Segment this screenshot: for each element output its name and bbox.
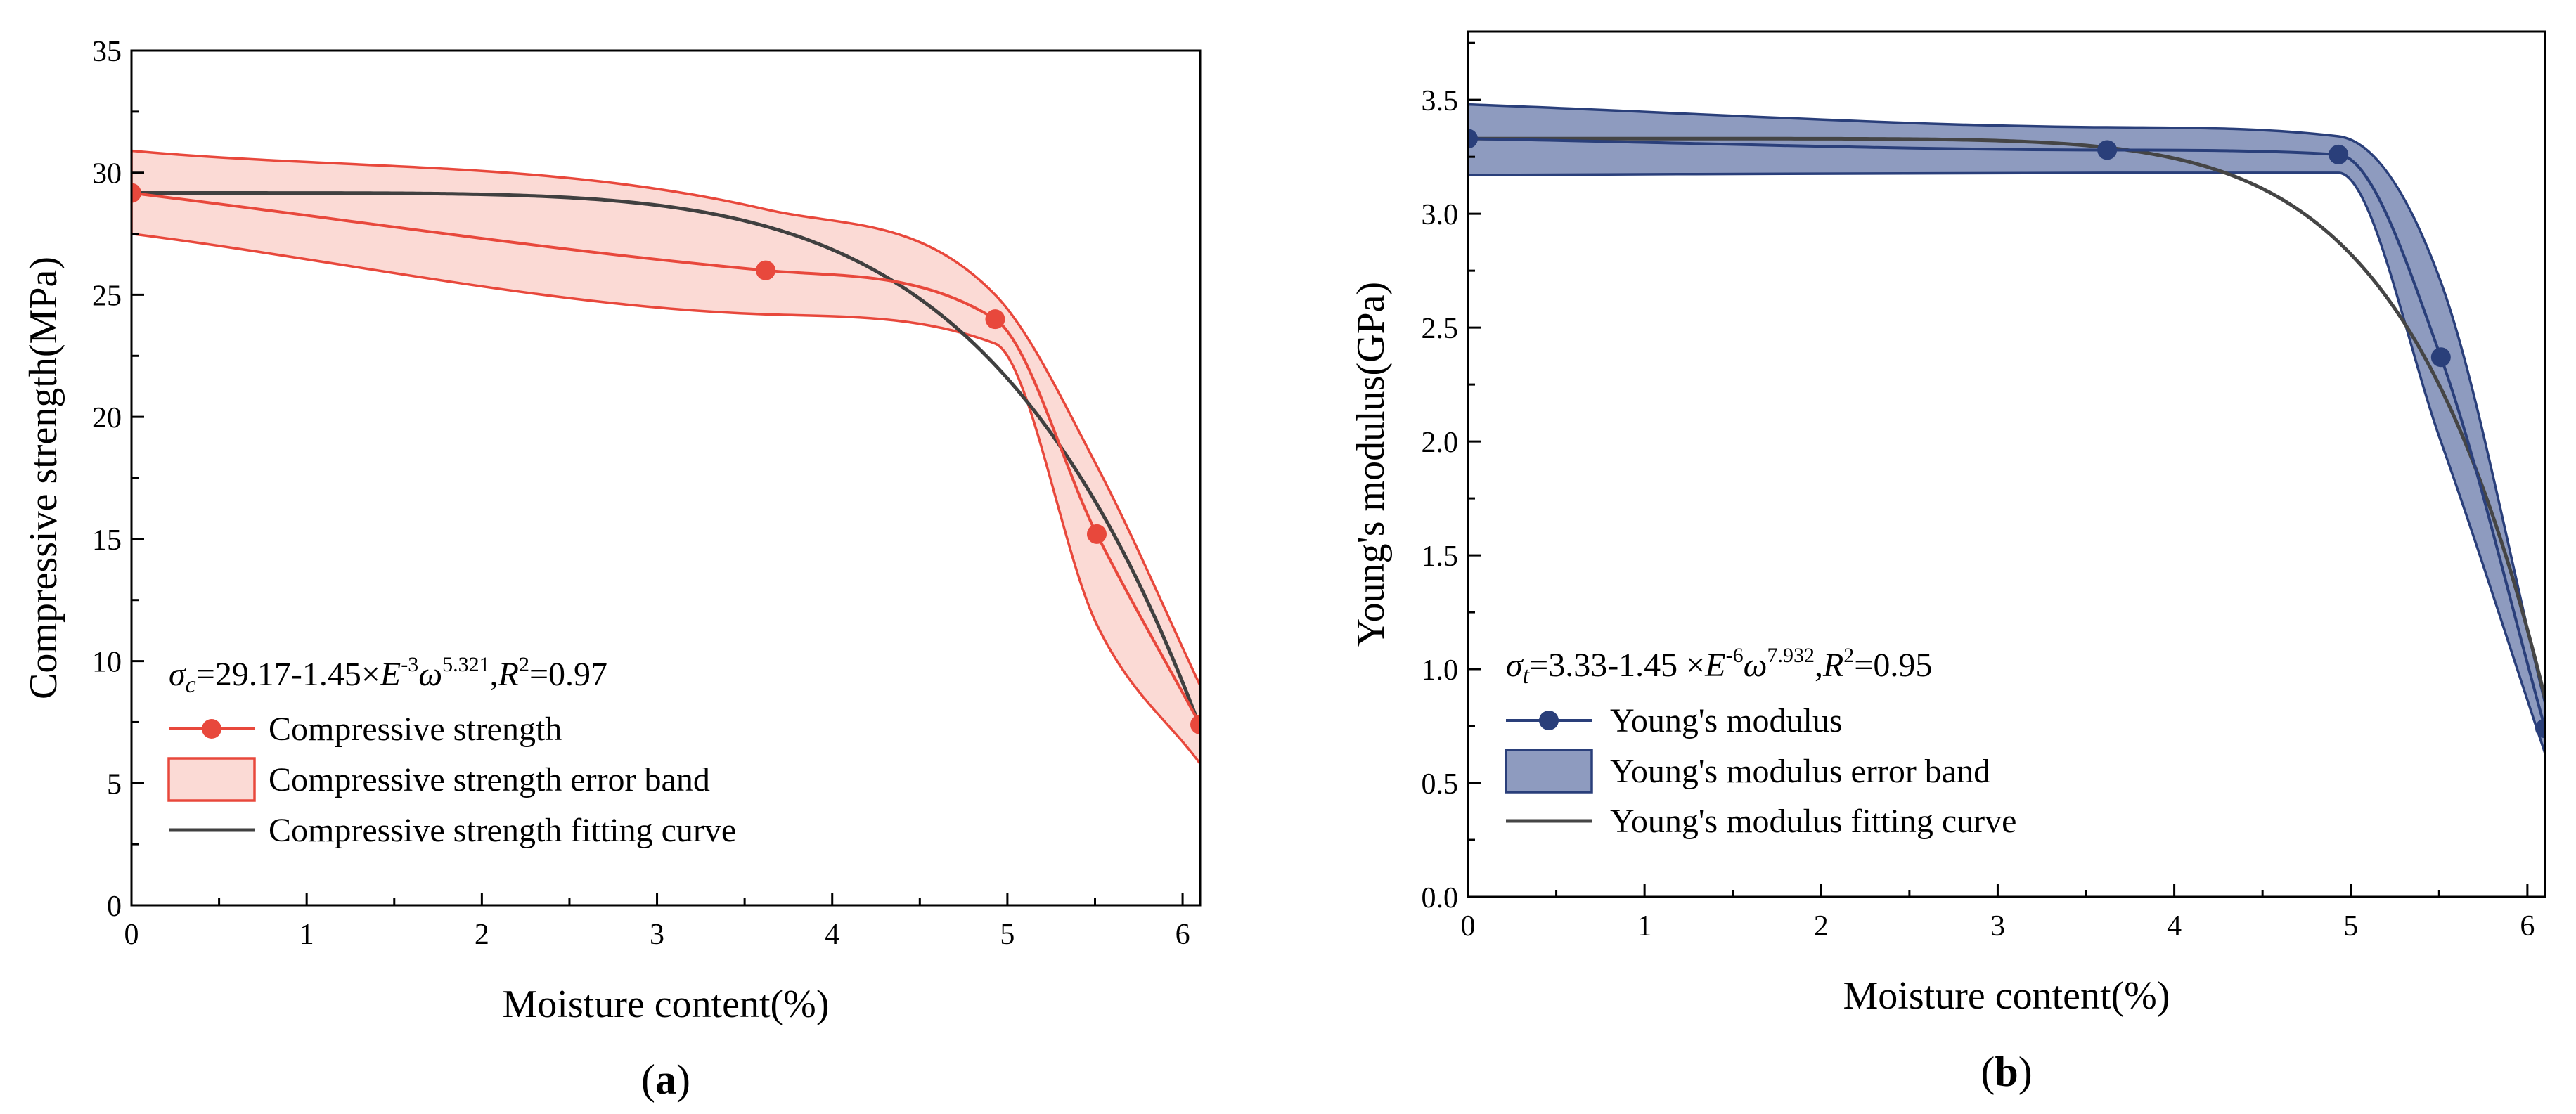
series-line: [1468, 137, 2545, 729]
x-tick-label: 6: [1176, 919, 1190, 951]
y-tick-label: 1.5: [1422, 540, 1459, 573]
data-point: [1190, 714, 1200, 734]
data-point: [131, 183, 141, 203]
y-tick-label: 20: [92, 402, 122, 434]
y-tick-label: 35: [92, 36, 122, 68]
x-axis-title: Moisture content(%): [1843, 974, 2170, 1018]
x-tick-label: 1: [300, 919, 314, 951]
chart-a: 0 1 2 3 4 5 6 0 5 10 15 20 25 30 35 Moisture content(%)…: [22, 36, 1202, 1103]
x-tick-label: 2: [1814, 910, 1829, 943]
axes-frame: [1467, 30, 2546, 898]
x-tick-label: 6: [2520, 910, 2535, 943]
x-axis-title: Moisture content(%): [503, 983, 830, 1026]
legend-band-swatch: [1505, 749, 1593, 794]
data-point: [756, 260, 776, 280]
legend-series-label: Young's modulus: [1610, 702, 1843, 739]
data-point: [2430, 347, 2451, 368]
x-tick-label: 5: [1000, 919, 1015, 951]
y-axis-title: Young's modulus(GPa): [1349, 282, 1393, 647]
y-tick-label: 3.5: [1422, 85, 1459, 117]
data-point: [2535, 718, 2545, 739]
series-line: [131, 191, 1200, 725]
legend: Compressive strength Compressive strength…: [167, 711, 736, 849]
legend-fit-label: Young's modulus fitting curve: [1610, 803, 2016, 840]
y-tick-label: 15: [92, 524, 122, 557]
y-tick-label: 1.0: [1422, 654, 1459, 687]
x-tick-label: 2: [475, 919, 489, 951]
legend: Young's modulus Young's modulus error ban…: [1505, 702, 2016, 840]
y-tick-label: 0: [107, 890, 122, 923]
fit-formula: σt=3.33-1.45 ×E-6ω7.932,R2=0.95: [1506, 644, 1932, 689]
data-point: [1468, 129, 1478, 149]
y-tick-label: 25: [92, 280, 122, 312]
panel-label: (b): [1981, 1049, 2032, 1095]
x-tick-label: 3: [1990, 910, 2005, 943]
legend-band-label: Young's modulus error band: [1610, 753, 1990, 790]
data-point: [985, 309, 1005, 330]
y-tick-label: 2.0: [1422, 427, 1459, 459]
x-tick-label: 3: [650, 919, 664, 951]
y-tick-label: 2.5: [1422, 313, 1459, 345]
y-tick-label: 5: [107, 768, 122, 801]
legend-band-swatch: [167, 757, 256, 802]
fitting-curve: [1468, 136, 2545, 699]
x-tick-label: 0: [124, 919, 139, 951]
legend-series-marker: [202, 719, 221, 739]
x-tick-label: 5: [2343, 910, 2358, 943]
y-tick-label: 0.0: [1422, 882, 1459, 914]
fit-formula: σc=29.17-1.45×E-3ω5.321,R2=0.97: [169, 653, 607, 698]
x-tick-label: 4: [2167, 910, 2182, 943]
x-tick-label: 1: [1637, 910, 1652, 943]
y-tick-label: 30: [92, 158, 122, 190]
legend-band-label: Compressive strength error band: [269, 761, 710, 798]
chart-b: 0 1 2 3 4 5 6 0.0 0.5 1.0 1.5 2.0 2.5 3.0 3.5 Moisture …: [1349, 30, 2546, 1095]
data-point: [1086, 524, 1107, 544]
x-tick-label: 4: [825, 919, 839, 951]
fitting-curve: [131, 191, 1200, 728]
y-tick-label: 3.0: [1422, 199, 1459, 231]
panel-label: (a): [641, 1056, 690, 1103]
x-tick-label: 0: [1461, 910, 1476, 943]
y-axis-title: Compressive strength(MPa): [22, 257, 65, 699]
y-tick-label: 0.5: [1422, 768, 1459, 801]
y-tick-label: 10: [92, 647, 122, 679]
legend-series-marker: [1539, 711, 1559, 730]
data-point: [2097, 140, 2118, 160]
data-point: [2329, 144, 2349, 164]
legend-series-label: Compressive strength: [269, 711, 562, 748]
legend-fit-label: Compressive strength fitting curve: [269, 812, 736, 849]
